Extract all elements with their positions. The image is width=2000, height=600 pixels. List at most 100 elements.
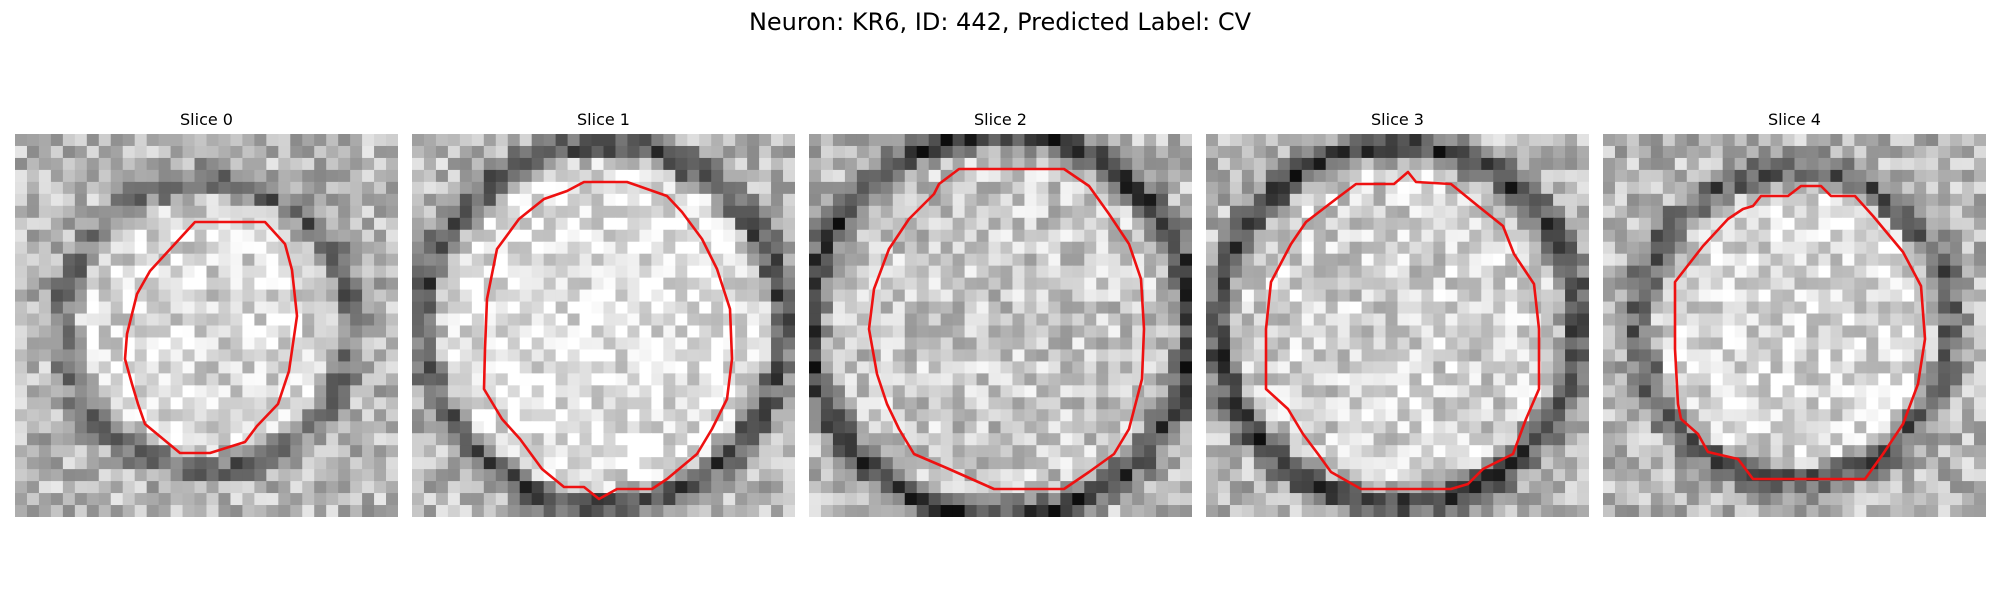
slice-1-pixel	[591, 385, 605, 398]
slice-0-pixel	[122, 445, 136, 458]
slice-2-pixel	[1108, 193, 1121, 207]
slice-3-pixel	[1409, 373, 1423, 386]
slice-0-pixel	[278, 217, 291, 231]
slice-1-pixel	[675, 157, 688, 171]
slice-3-pixel	[1457, 205, 1470, 219]
slice-2-pixel	[1000, 493, 1014, 506]
slice-2-pixel	[1144, 145, 1157, 159]
slice-0-pixel	[98, 325, 112, 339]
slice-3-pixel	[1277, 181, 1291, 195]
slice-2-pixel	[1180, 313, 1192, 327]
slice-4-pixel	[1866, 349, 1879, 363]
slice-0-pixel	[158, 169, 172, 183]
slice-2-pixel	[1024, 217, 1038, 231]
slice-0-pixel	[170, 469, 184, 482]
slice-4-pixel	[1603, 361, 1616, 374]
slice-3-pixel	[1505, 421, 1518, 434]
slice-4-pixel	[1698, 265, 1712, 279]
slice-2-pixel	[1144, 289, 1157, 303]
slice-0-pixel	[86, 193, 100, 207]
slice-4-pixel	[1626, 289, 1640, 303]
slice-3-pixel	[1361, 421, 1375, 434]
slice-1-pixel	[759, 349, 772, 363]
slice-2-pixel	[952, 205, 966, 219]
slice-0-pixel	[218, 265, 232, 279]
slice-0-pixel	[26, 373, 40, 386]
slice-2-pixel	[940, 289, 954, 303]
slice-0-pixel	[158, 301, 172, 315]
slice-2-pixel	[1036, 253, 1049, 267]
slice-1-pixel	[435, 421, 449, 434]
slice-4-pixel	[1734, 349, 1748, 363]
slice-4-pixel	[1866, 253, 1879, 267]
slice-3-pixel	[1517, 505, 1530, 517]
slice-2-pixel	[1144, 373, 1157, 386]
slice-0-pixel	[350, 457, 363, 470]
slice-3-pixel	[1565, 145, 1578, 159]
slice-1-pixel	[759, 385, 772, 398]
slice-2-pixel	[809, 157, 822, 171]
slice-0-pixel	[98, 217, 112, 231]
slice-2-pixel	[1012, 373, 1026, 386]
slice-2-pixel	[1108, 349, 1121, 363]
slice-0-pixel	[50, 349, 64, 363]
slice-2-pixel	[1156, 349, 1169, 363]
slice-1-pixel	[735, 409, 748, 422]
slice-3-pixel	[1457, 169, 1470, 183]
slice-2-pixel	[809, 361, 822, 374]
slice-0-pixel	[302, 289, 315, 303]
slice-2-pixel	[1084, 325, 1097, 339]
slice-1-pixel	[423, 337, 437, 351]
slice-3-pixel	[1385, 361, 1399, 374]
slice-4-pixel	[1890, 337, 1903, 351]
slice-0-pixel	[38, 313, 52, 327]
slice-0-pixel	[314, 481, 327, 494]
slice-0-pixel	[230, 301, 244, 315]
slice-3-pixel	[1277, 421, 1291, 434]
slice-3-pixel	[1277, 301, 1291, 315]
slice-2-pixel	[976, 134, 990, 147]
slice-2-pixel	[832, 134, 846, 147]
slice-1-pixel	[579, 349, 593, 363]
slice-4-pixel	[1746, 325, 1760, 339]
slice-3-pixel	[1565, 229, 1578, 243]
slice-3-pixel	[1325, 493, 1339, 506]
slice-2-pixel	[1132, 505, 1145, 517]
slice-4-pixel	[1842, 325, 1855, 339]
slice-4-pixel	[1710, 385, 1724, 398]
slice-2-pixel	[988, 301, 1002, 315]
slice-1-pixel	[555, 277, 569, 291]
slice-3-pixel	[1433, 505, 1446, 517]
slice-2-pixel	[952, 313, 966, 327]
slice-0-pixel	[15, 157, 28, 171]
slice-3-pixel	[1325, 445, 1339, 458]
slice-3-pixel	[1265, 361, 1279, 374]
slice-3-pixel	[1313, 505, 1327, 517]
slice-0-pixel	[86, 445, 100, 458]
slice-3-pixel	[1541, 205, 1554, 219]
slice-4-pixel	[1878, 181, 1891, 195]
slice-2-pixel	[1096, 157, 1109, 171]
slice-3-pixel	[1517, 289, 1530, 303]
slice-2-pixel	[1180, 397, 1192, 410]
slice-2-pixel	[1156, 445, 1169, 458]
slice-0-pixel	[146, 397, 160, 410]
slice-4-pixel	[1950, 217, 1963, 231]
slice-3-pixel	[1301, 265, 1315, 279]
slice-1-pixel	[579, 193, 593, 207]
slice-1-pixel	[771, 241, 784, 255]
slice-1-pixel	[783, 469, 795, 482]
slice-4-pixel	[1806, 277, 1820, 291]
slice-0-pixel	[374, 493, 387, 506]
slice-2-pixel	[1096, 217, 1109, 231]
slice-1-pixel	[735, 205, 748, 219]
slice-0-pixel	[122, 134, 136, 147]
slice-0-pixel	[350, 229, 363, 243]
slice-0-pixel	[98, 481, 112, 494]
slice-0-pixel	[15, 145, 28, 159]
slice-3-pixel	[1505, 493, 1518, 506]
slice-2-pixel	[820, 289, 834, 303]
slice-3-pixel	[1385, 433, 1399, 446]
slice-0-pixel	[302, 445, 315, 458]
slice-0-pixel	[218, 385, 232, 398]
